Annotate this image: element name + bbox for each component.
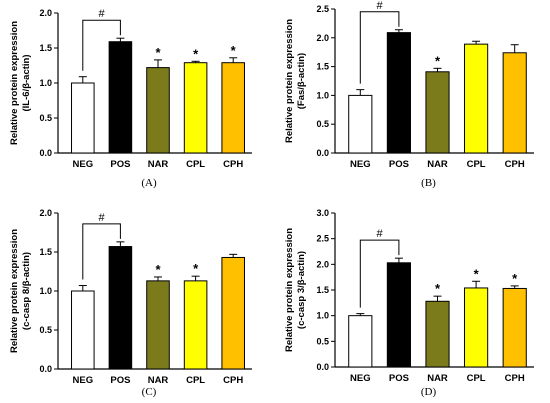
chart-panel-2: 0.0 0.5 1.0 1.5 2.0 2.5 Relative protein expre…: [284, 0, 534, 189]
y-tick-label: 2.0: [316, 259, 329, 269]
y-axis-title-line-2: (c-casp 3/β-actin): [296, 251, 307, 329]
x-category-label: CPL: [186, 375, 205, 386]
y-axis-title: Relative protein expression: [284, 19, 295, 143]
x-category-label: CPH: [505, 159, 525, 170]
x-category-label: NEG: [350, 373, 371, 384]
y-tick-label: 2.5: [316, 234, 329, 244]
significance-mark: *: [155, 262, 161, 277]
y-tick-label: 0.5: [316, 119, 329, 129]
y-tick-label: 1.0: [316, 90, 329, 100]
y-tick-label: 0.0: [39, 148, 52, 158]
x-category-label: NAR: [427, 159, 448, 170]
x-category-label: NAR: [148, 375, 169, 386]
bar-nar: [146, 280, 170, 370]
x-category-label: CPL: [186, 159, 205, 170]
y-axis-title: Relative protein expression: [9, 229, 20, 353]
x-category-label: POS: [389, 159, 409, 170]
bar-neg: [71, 290, 95, 370]
significance-mark: *: [155, 45, 161, 60]
y-tick-label: 1.5: [316, 62, 329, 72]
significance-mark: *: [193, 261, 199, 276]
y-tick-label: 1.5: [316, 285, 329, 295]
bar-cph: [221, 256, 245, 370]
y-tick-label: 0.0: [316, 362, 329, 372]
comparison-mark: #: [99, 8, 106, 20]
significance-mark: *: [231, 43, 237, 58]
y-tick-label: 0.5: [316, 336, 329, 346]
bar-cpl: [183, 280, 208, 370]
y-axis-title-line-2: (IL-6/β-actin): [21, 55, 32, 112]
y-tick-label: 1.5: [39, 247, 52, 257]
y-axis-title: Relative protein expression: [284, 228, 295, 352]
bar-neg: [348, 94, 373, 154]
bar-pos: [386, 32, 411, 154]
y-tick-label: 0.5: [39, 325, 52, 335]
panel-label: (B): [421, 177, 436, 189]
significance-mark: *: [512, 271, 518, 286]
x-category-label: CPL: [467, 373, 486, 384]
x-category-label: NEG: [73, 375, 94, 386]
chart-panel-3: 0.0 0.5 1.0 1.5 2.0 Relative protein expressi…: [9, 208, 252, 398]
bar-pos: [386, 262, 411, 368]
x-category-label: NEG: [350, 159, 371, 170]
bar-pos: [108, 41, 133, 154]
bar-nar: [425, 71, 450, 154]
chart-panel-4: 0.0 0.5 1.0 1.5 2.0 2.5 3.0 Relative protein ex…: [284, 208, 534, 398]
x-category-label: NEG: [73, 159, 94, 170]
comparison-bracket: [82, 223, 121, 280]
y-tick-label: 2.0: [39, 208, 52, 218]
panel-label: (D): [421, 386, 437, 398]
y-tick-label: 1.0: [316, 311, 329, 321]
comparison-bracket: [359, 239, 400, 308]
significance-mark: *: [435, 281, 441, 296]
x-category-label: CPL: [467, 159, 486, 170]
y-tick-label: 2.0: [39, 8, 52, 18]
x-category-label: POS: [389, 373, 409, 384]
significance-mark: *: [474, 266, 480, 281]
bar-cph: [221, 62, 245, 154]
y-tick-label: 1.0: [39, 286, 52, 296]
y-axis-title-line-2: (Fas/β-actin): [296, 53, 307, 109]
y-axis-title-line-2: (c-casp 8/β-actin): [21, 252, 32, 330]
comparison-mark: #: [377, 228, 384, 240]
x-category-label: NAR: [148, 159, 169, 170]
bar-cph: [502, 52, 527, 154]
x-category-label: POS: [110, 375, 130, 386]
x-category-label: NAR: [427, 373, 448, 384]
y-tick-label: 0.0: [39, 364, 52, 374]
bar-cpl: [464, 287, 489, 368]
x-category-label: POS: [110, 159, 130, 170]
bar-cpl: [183, 62, 208, 154]
bar-cph: [502, 287, 527, 368]
bar-nar: [425, 300, 450, 368]
y-tick-label: 1.5: [39, 43, 52, 53]
bar-nar: [146, 67, 170, 154]
bar-pos: [108, 246, 133, 370]
comparison-mark: #: [377, 0, 384, 12]
x-category-label: CPH: [505, 373, 525, 384]
significance-mark: *: [435, 53, 441, 68]
bar-neg: [71, 82, 95, 154]
significance-mark: *: [193, 46, 199, 61]
panel-label: (C): [142, 386, 157, 398]
x-category-label: CPH: [223, 375, 243, 386]
comparison-mark: #: [99, 212, 106, 224]
y-tick-label: 2.0: [316, 33, 329, 43]
bar-cpl: [464, 43, 489, 154]
panel-label: (A): [141, 177, 157, 189]
x-category-label: CPH: [223, 159, 243, 170]
y-tick-label: 0.0: [316, 148, 329, 158]
y-tick-label: 3.0: [316, 208, 329, 218]
y-tick-label: 2.5: [316, 4, 329, 14]
y-axis-title: Relative protein expression: [9, 21, 20, 145]
comparison-bracket: [359, 11, 400, 84]
y-tick-label: 1.0: [39, 78, 52, 88]
comparison-bracket: [82, 19, 121, 71]
chart-panel-1: 0.0 0.5 1.0 1.5 2.0 Relative protein expressi…: [9, 8, 252, 189]
bar-neg: [348, 315, 373, 368]
y-tick-label: 0.5: [39, 113, 52, 123]
